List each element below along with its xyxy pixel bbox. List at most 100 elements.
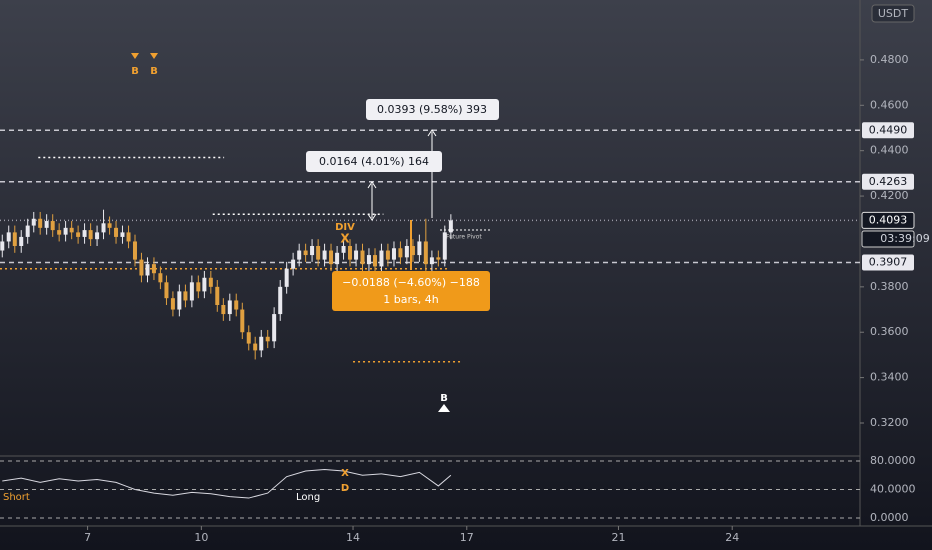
candle-body (265, 336, 270, 342)
candle-body (322, 250, 327, 260)
indicator-line (2, 469, 452, 499)
candle-body (423, 241, 428, 265)
candle-body (151, 264, 156, 274)
candle-body (448, 220, 453, 233)
measure-box (366, 99, 499, 120)
y-tick-label: 0.3400 (870, 371, 909, 384)
y-tick-label: 0.4400 (870, 144, 909, 157)
x-tick-label: 14 (346, 531, 360, 544)
candle-body (19, 236, 24, 246)
candle-body (385, 250, 390, 260)
candle-body (227, 300, 232, 315)
measure-box (306, 151, 442, 172)
candle-body (442, 232, 447, 260)
candle-body (44, 221, 49, 228)
candle-body (12, 232, 17, 246)
candle-body (88, 230, 93, 240)
price-tag (862, 254, 914, 271)
candle-body (240, 309, 245, 333)
candle-body (145, 264, 150, 276)
candle-body (373, 255, 378, 267)
x-tick-label: 7 (84, 531, 91, 544)
candle-body (297, 250, 302, 260)
candle-body (391, 248, 396, 260)
price-tag (862, 122, 914, 139)
candle-body (303, 250, 308, 256)
candle-body (221, 304, 226, 315)
candle-body (69, 227, 74, 233)
arrow-head (367, 181, 377, 221)
candle-body (107, 223, 112, 228)
price-tag-label: 0.3907 (869, 256, 908, 269)
x-tick-label: 10 (194, 531, 208, 544)
candle-body (404, 245, 409, 258)
candle-body (38, 218, 43, 228)
candle-body (6, 232, 11, 242)
marker (131, 53, 158, 59)
candle-body (170, 298, 175, 310)
candle-body (310, 245, 315, 256)
candle-body (284, 268, 289, 287)
measure-sub: 1 bars, 4h (383, 293, 438, 306)
measure-label: 0.0393 (9.58%) 393 (377, 103, 487, 116)
candle-body (410, 245, 415, 256)
candle-body (272, 314, 277, 342)
y-tick-label: 0.3800 (870, 280, 909, 293)
pivot-label: Future Pivot (446, 234, 482, 241)
candle-body (259, 336, 264, 351)
candle-body (158, 273, 163, 283)
buy-label: B (131, 66, 139, 77)
candle-body (183, 291, 188, 301)
candle-body (366, 255, 371, 265)
candle-body (316, 245, 321, 260)
cross-label: X (341, 468, 349, 479)
y-tick-label: 0.3600 (870, 325, 909, 338)
measure-label: 0.0164 (4.01%) 164 (319, 155, 429, 168)
candle-body (63, 227, 68, 235)
candle-body (196, 282, 201, 292)
candle-body (379, 250, 384, 267)
x-tick-label: 24 (725, 531, 739, 544)
price-tag-label: 0.4093 (869, 213, 908, 226)
y-tick-label: 0.3200 (870, 416, 909, 429)
countdown: 03:39:09 (880, 232, 929, 245)
candle-body (398, 248, 403, 258)
buy-label: B (150, 66, 158, 77)
candle-body (25, 225, 30, 237)
candle-body (95, 232, 100, 240)
price-tag (862, 173, 914, 190)
countdown-box (861, 230, 915, 248)
measure-box (332, 271, 490, 311)
candle-body (202, 277, 207, 292)
candle-body (429, 257, 434, 265)
candle-body (291, 259, 296, 269)
candle-body (31, 218, 36, 226)
buy-label: B (440, 393, 448, 404)
x-tick-label: 21 (611, 531, 625, 544)
short-label: Short (3, 492, 30, 503)
candle-body (126, 232, 131, 242)
x-tick-label: 17 (460, 531, 474, 544)
candle-body (101, 223, 106, 233)
indicator-tick-label: 0.0000 (870, 511, 909, 524)
price-tag-label: 0.4490 (869, 123, 908, 136)
candle-body (57, 230, 62, 235)
candle-body (417, 241, 422, 256)
candle-body (215, 286, 220, 305)
y-tick-label: 0.4600 (870, 98, 909, 111)
candle-body (50, 221, 55, 231)
price-tag-label: 0.4263 (869, 175, 908, 188)
measure-label: −0.0188 (−4.60%) −188 (342, 276, 480, 289)
cross-label: X (340, 232, 350, 246)
candle-body (278, 286, 283, 315)
candle-body (436, 257, 441, 260)
candle-body (189, 282, 194, 301)
currency-box (871, 4, 915, 23)
y-tick-label: 0.4800 (870, 53, 909, 66)
candle-body (208, 277, 213, 287)
price-tag (861, 211, 915, 229)
candle-body (132, 241, 137, 260)
candle-body (139, 259, 144, 276)
marker (438, 404, 450, 412)
